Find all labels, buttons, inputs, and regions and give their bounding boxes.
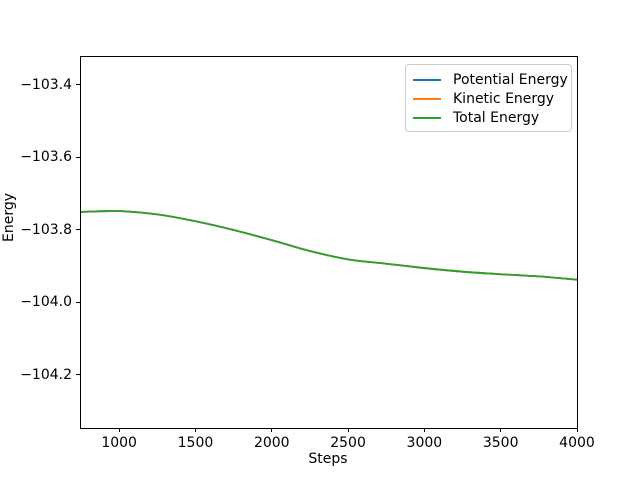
total-energy-line (81, 210, 577, 281)
x-tick-label: 2500 (330, 435, 366, 451)
x-tick-mark (118, 428, 120, 432)
energy-curves (81, 210, 577, 281)
y-tick-mark (76, 229, 80, 231)
x-tick-label: 2000 (253, 435, 290, 451)
total-energy-line-swatch (413, 116, 441, 119)
legend-label: Kinetic Energy (453, 90, 555, 107)
y-tick-mark (76, 301, 80, 303)
x-tick-mark (423, 428, 425, 432)
y-tick-mark (76, 156, 80, 158)
legend-entry-potential-energy: Potential Energy (413, 70, 568, 89)
legend-label: Potential Energy (453, 71, 568, 88)
y-tick-mark (76, 84, 80, 86)
y-tick-label: −104.2 (20, 366, 72, 383)
y-tick-mark (76, 374, 80, 376)
legend-entry-total-energy: Total Energy (413, 108, 563, 127)
y-tick-label: −104.0 (20, 294, 72, 311)
x-axis-label: Steps (308, 451, 348, 467)
y-tick-label: −103.6 (20, 149, 72, 166)
kinetic-energy-line-swatch (413, 97, 441, 100)
kinetic-energy-line (81, 210, 577, 281)
y-tick-label: −103.4 (20, 76, 72, 93)
legend-label: Total Energy (453, 109, 540, 126)
x-tick-mark (576, 428, 578, 432)
x-tick-mark (500, 428, 502, 432)
x-tick-label: 1000 (101, 435, 137, 451)
x-tick-label: 4000 (559, 435, 595, 451)
legend: Potential Energy Kinetic Energy Total En… (405, 64, 572, 132)
y-tick-label: −103.8 (20, 221, 72, 238)
legend-entry-kinetic-energy: Kinetic Energy (413, 89, 563, 108)
x-tick-mark (271, 428, 273, 432)
x-tick-mark (347, 428, 349, 432)
x-tick-label: 3000 (406, 435, 443, 451)
potential-energy-line (81, 210, 577, 281)
x-tick-label: 1500 (177, 435, 214, 451)
x-tick-label: 3500 (482, 435, 519, 451)
x-tick-mark (194, 428, 196, 432)
potential-energy-line-swatch (413, 78, 441, 81)
